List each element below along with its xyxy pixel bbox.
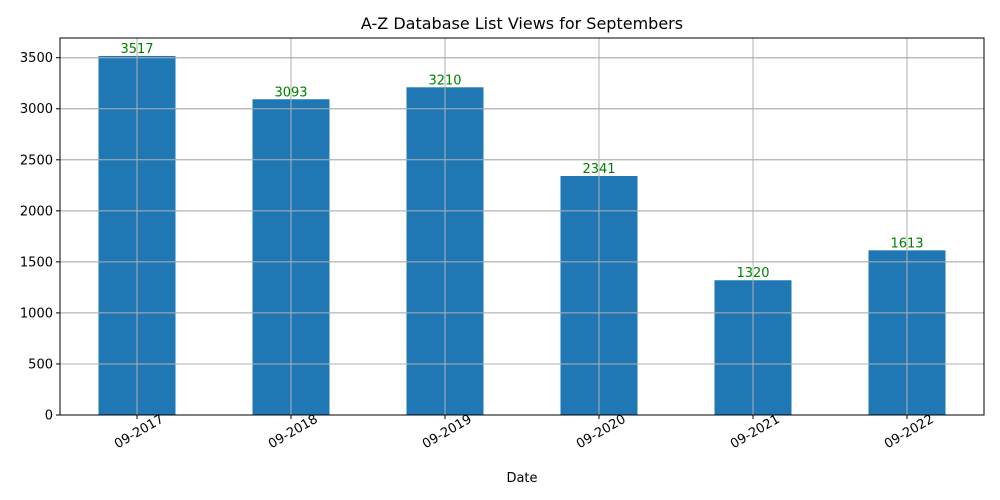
x-tick-label: 09-2021: [728, 412, 783, 452]
data-labels-layer: 3517 3093 3210 2341 1320 1613: [120, 42, 923, 281]
x-tick-label: 09-2017: [112, 412, 167, 452]
y-tick-label: 1500: [20, 255, 53, 270]
data-label: 3093: [274, 85, 307, 100]
data-label: 2341: [582, 162, 615, 177]
data-label: 1320: [736, 266, 769, 281]
y-tick-label: 2500: [20, 153, 53, 168]
plot-frame: [59, 37, 985, 416]
grid-layer: [60, 38, 984, 416]
data-label: 3517: [120, 42, 153, 57]
y-tick-label: 3000: [20, 102, 53, 117]
x-axis-label: Date: [506, 471, 537, 486]
x-tick-label: 09-2019: [420, 412, 475, 452]
y-tick-label: 500: [28, 357, 53, 372]
y-tick-label: 3500: [20, 51, 53, 66]
y-tick-label: 0: [45, 409, 53, 424]
x-tick-label: 09-2020: [574, 412, 629, 452]
y-tick-label: 2000: [20, 204, 53, 219]
chart-title: A-Z Database List Views for Septembers: [361, 14, 683, 33]
data-label: 3210: [428, 73, 461, 88]
x-tick-label: 09-2018: [266, 412, 321, 452]
data-label: 1613: [890, 236, 923, 251]
y-tick-label: 1000: [20, 306, 53, 321]
x-tick-label: 09-2022: [882, 412, 937, 452]
bars-layer: [60, 38, 984, 416]
